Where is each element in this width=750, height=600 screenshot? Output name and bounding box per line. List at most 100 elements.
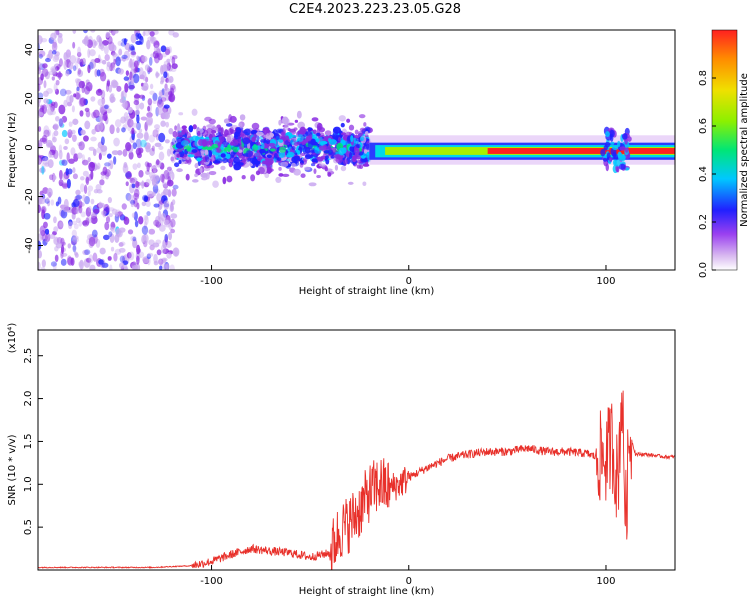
heatmap-cell [297,134,304,143]
y-tick-label: -40 [24,237,35,253]
heatmap-cell [299,126,307,135]
heatmap-cell [243,128,251,136]
heatmap-cell [41,105,45,111]
heatmap-cell [172,54,178,60]
x-tick-label: 100 [596,576,615,587]
heatmap-cell [266,154,272,159]
heatmap-cell [141,85,148,91]
heatmap-cell [90,215,98,225]
heatmap-cell [163,111,170,120]
heatmap-cell [45,103,52,108]
heatmap-cell [297,149,301,155]
heatmap-cell [265,139,271,144]
heatmap-cell [171,171,175,181]
heatmap-cell [84,195,90,205]
heatmap-cell [68,61,74,70]
heatmap-cell [108,231,113,237]
heatmap-cell [153,260,159,266]
heatmap-cell [71,220,78,225]
heatmap-cell [155,215,161,226]
heatmap-cell [72,65,77,72]
heatmap-cell [38,195,43,205]
heatmap-cell [299,162,304,168]
heatmap-cell [85,207,92,217]
heatmap-cell [123,111,129,122]
heatmap-cell [365,153,370,158]
heatmap-cell [90,211,97,219]
heatmap-cell [87,48,91,59]
heatmap-cell [168,128,174,135]
heatmap-cell [152,92,158,102]
heatmap-cell [43,80,47,89]
heatmap-cell [41,165,45,175]
heatmap-cell [44,57,51,63]
heatmap-cell [82,249,89,256]
heatmap-cell [177,132,183,138]
heatmap-cell [123,76,130,81]
heatmap-cell [127,118,134,128]
heatmap-cell [133,94,141,99]
heatmap-cell [82,170,89,177]
heatmap-cell [63,99,68,108]
heatmap-cell [84,86,91,95]
heatmap-cell [77,69,84,78]
heatmap-cell [151,36,157,43]
heatmap-cell [87,190,91,197]
heatmap-cell [144,121,148,132]
heatmap-cell [176,168,183,173]
heatmap-cell [42,63,48,69]
heatmap-cell [320,155,327,160]
heatmap-cell [226,175,233,183]
heatmap-cell [118,227,126,233]
heatmap-cell [43,129,50,138]
heatmap-cell [75,56,79,63]
heatmap-cell [110,50,116,56]
heatmap-cell [340,165,347,172]
heatmap-cell [286,118,290,125]
heatmap-cell [156,249,162,256]
heatmap-cell [146,116,154,126]
y-tick-label: 0 [24,144,35,150]
heatmap-cell [44,162,50,167]
heatmap-cell [106,153,112,159]
heatmap-cell [196,157,202,162]
heatmap-cell [293,141,299,146]
heatmap-cell [346,118,351,123]
heatmap-cell [357,130,364,137]
heatmap-cell [340,132,347,136]
heatmap-cell [146,190,154,198]
heatmap-cell [158,151,165,161]
heatmap-cell [148,228,156,235]
heatmap-cell [59,88,67,97]
heatmap-cell [74,61,79,70]
heatmap-cell [365,143,370,150]
heatmap-cell [46,88,53,94]
heatmap-cell [163,104,170,109]
heatmap-cell [201,129,209,137]
heatmap-cell [72,236,79,243]
heatmap-cell [178,156,183,162]
heatmap-cell [38,83,41,92]
heatmap-cell [238,149,243,153]
heatmap-cell [99,68,105,77]
chart-title: C2E4.2023.223.23.05.G28 [288,2,462,17]
heatmap-cell [208,146,214,150]
heatmap-cell [333,154,339,158]
heatmap-cell [121,89,127,100]
heatmap-cell [152,242,160,248]
colorbar-tick-label: 0.6 [698,118,709,134]
heatmap-cell [47,129,52,137]
heatmap-cell [71,105,75,113]
heatmap-cell [156,193,162,202]
heatmap-cell [50,32,57,41]
heatmap-cell [158,199,165,205]
heatmap-cell [72,41,76,49]
heatmap-cell [172,32,179,38]
heatmap-cell [165,241,172,248]
heatmap-cell [47,70,55,76]
heatmap-cell [77,46,81,56]
heatmap-cell [67,256,74,266]
heatmap-cell [300,173,306,178]
heatmap-cell [138,251,145,258]
heatmap-cell [53,226,59,233]
